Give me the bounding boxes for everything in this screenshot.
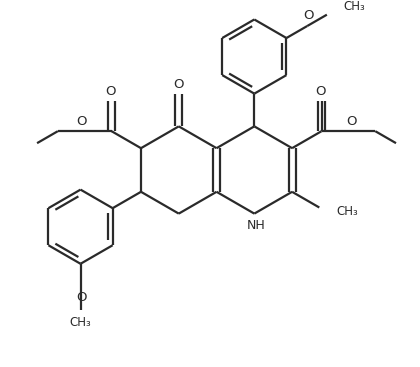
Text: O: O [76, 115, 87, 128]
Text: CH₃: CH₃ [70, 316, 92, 329]
Text: CH₃: CH₃ [344, 0, 365, 13]
Text: O: O [303, 10, 313, 22]
Text: O: O [105, 86, 116, 98]
Text: O: O [76, 291, 87, 304]
Text: NH: NH [247, 219, 266, 232]
Text: O: O [173, 77, 184, 91]
Text: O: O [346, 115, 357, 128]
Text: O: O [315, 86, 326, 98]
Text: CH₃: CH₃ [336, 206, 358, 218]
